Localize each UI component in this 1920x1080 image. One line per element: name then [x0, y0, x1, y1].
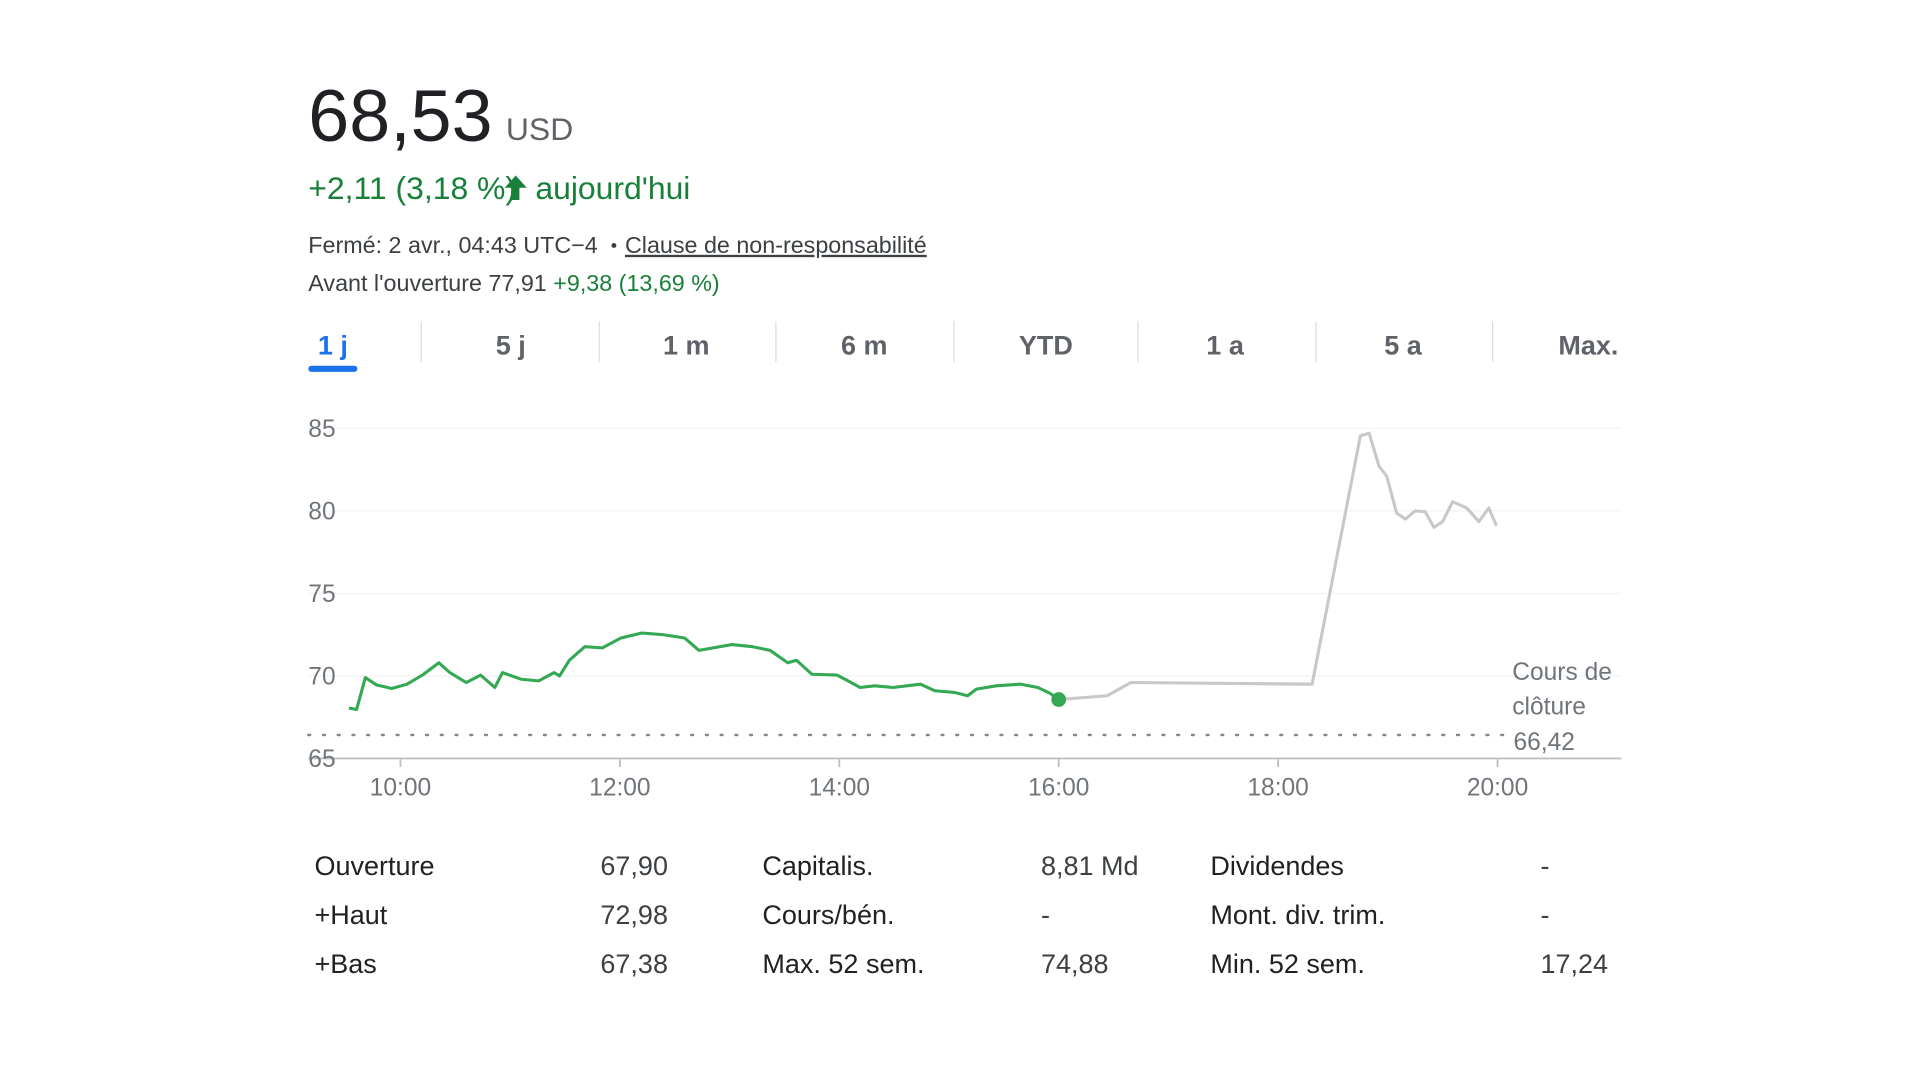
change: +2,11 (3,18 %)	[308, 170, 516, 206]
x-tick-label: 18:00	[1247, 774, 1308, 801]
change-period: aujourd'hui	[535, 170, 690, 206]
stat-label: +Bas	[314, 949, 376, 979]
price: 68,53	[308, 74, 492, 157]
tab[interactable]: 1 a	[1206, 331, 1245, 361]
premarket-change: +9,38 (13,69 %)	[553, 270, 719, 296]
x-tick-label: 10:00	[370, 774, 431, 801]
stat-value: 74,88	[1041, 949, 1109, 979]
stat-label: Dividendes	[1210, 851, 1344, 881]
stat-value: -	[1541, 900, 1550, 930]
stat-value: -	[1541, 851, 1550, 881]
stat-label: Capitalis.	[762, 851, 873, 881]
x-tick-label: 16:00	[1028, 774, 1089, 801]
stat-label: Cours/bén.	[762, 900, 894, 930]
tab[interactable]: 6 m	[841, 331, 888, 361]
stat-value: 17,24	[1541, 949, 1609, 979]
y-tick-label: 65	[308, 746, 335, 773]
stat-value: 72,98	[600, 900, 668, 930]
y-tick-label: 85	[308, 416, 335, 443]
price-line	[1058, 431, 1498, 702]
premarket-price: 77,91	[488, 270, 546, 296]
previous-close-value: 66,42	[1514, 729, 1575, 756]
y-tick-label: 80	[308, 498, 335, 525]
stat-value: 67,38	[600, 949, 668, 979]
tab[interactable]: 1 m	[663, 331, 710, 361]
last-point	[1051, 692, 1067, 707]
tab[interactable]: YTD	[1019, 331, 1073, 361]
stat-label: Mont. div. trim.	[1210, 900, 1385, 930]
previous-close-annotation: Cours de clôture	[1512, 659, 1612, 721]
up-arrow	[504, 175, 527, 201]
status: Fermé: 2 avr., 04:43 UTC−4	[308, 232, 597, 258]
tab[interactable]: 1 j	[318, 331, 348, 361]
stat-label: +Haut	[314, 900, 387, 930]
stats: Ouverture 67,90 +Haut 72,98 +Bas 67,38 Capital…	[314, 851, 1608, 979]
stat-label: Ouverture	[314, 851, 434, 881]
separator-dot	[611, 243, 617, 248]
x-tick-label: 14:00	[809, 774, 870, 801]
stat-label: Min. 52 sem.	[1210, 949, 1365, 979]
plot: 65 70 75 80 85 10:00 12:00 14:00 16:00 18:00 20:00…	[307, 416, 1622, 801]
y-tick-label: 70	[308, 664, 335, 691]
y-tick-label: 75	[308, 581, 335, 608]
stat-value: 8,81 Md	[1041, 851, 1139, 881]
currency: USD	[506, 111, 573, 147]
tabs: 1 j 5 j 1 m 6 m YTD 1 a 5 a Max.	[308, 321, 1618, 372]
stat-value: -	[1041, 900, 1050, 930]
previous-close-label: Cours de clôture	[1512, 659, 1612, 721]
x-tick-label: 12:00	[589, 774, 650, 801]
stat-label: Max. 52 sem.	[762, 949, 924, 979]
premarket-label: Avant l'ouverture 77,91 +9,38 (13,69 %)	[308, 270, 719, 296]
tab[interactable]: 5 a	[1384, 331, 1423, 361]
disclaimer-link[interactable]: Clause de non-responsabilité	[625, 232, 927, 258]
price-line	[348, 631, 1060, 711]
premarket-label-text: Avant l'ouverture	[308, 270, 482, 296]
active-tab-indicator	[308, 365, 358, 372]
x-tick-label: 20:00	[1467, 774, 1528, 801]
tab[interactable]: Max.	[1558, 331, 1618, 361]
tab[interactable]: 5 j	[496, 331, 526, 361]
stat-value: 67,90	[600, 851, 668, 881]
